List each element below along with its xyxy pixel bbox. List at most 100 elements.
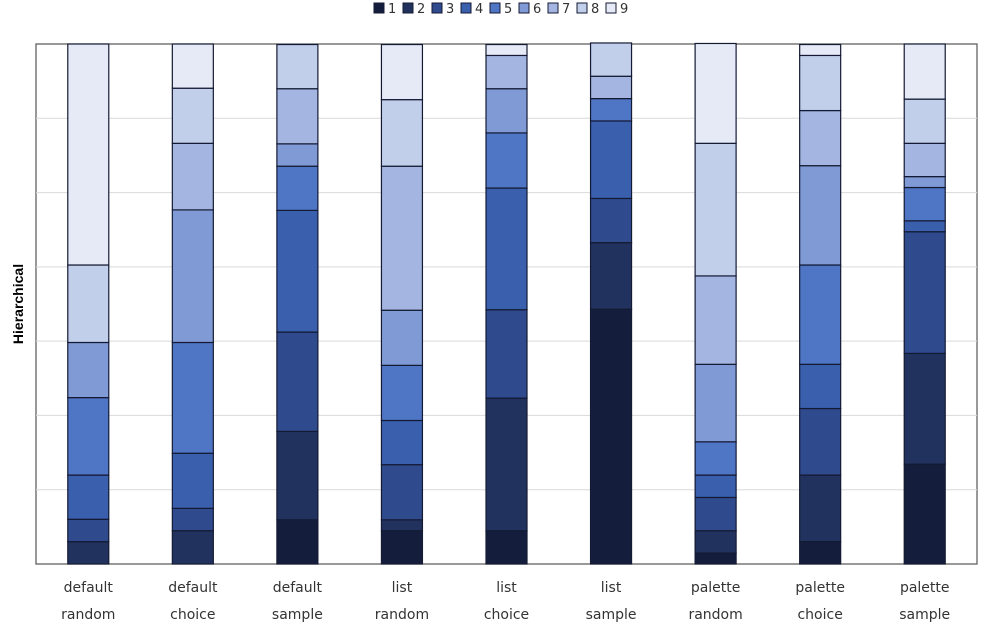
legend-swatch (373, 2, 385, 14)
bar-segment (276, 430, 319, 521)
bar-segment (380, 364, 424, 422)
bar-segment (485, 397, 528, 532)
bar-segment (380, 464, 424, 521)
x-tick-label: choice (484, 607, 529, 623)
bar-segment (903, 142, 946, 178)
x-tick-label: sample (899, 607, 950, 623)
x-tick-label: palette (900, 580, 950, 596)
x-tick-label: choice (797, 607, 842, 623)
bar-segment (380, 165, 424, 311)
legend-swatch (547, 2, 559, 14)
legend: 1 2 3 4 5 6 7 8 9 (373, 2, 628, 17)
bar-segment (694, 42, 737, 144)
bar-segment (171, 452, 214, 509)
bar-segment (67, 518, 110, 543)
bar-segment (485, 88, 528, 134)
legend-swatch (489, 2, 501, 14)
bar-segment (67, 397, 110, 476)
bar-segment (903, 352, 946, 465)
x-tick-label: palette (691, 580, 741, 596)
legend-label: 1 (388, 2, 396, 17)
bar-segment (903, 220, 946, 233)
bar-segment (380, 99, 424, 167)
bar-segment (694, 496, 737, 532)
bar-segment (589, 75, 633, 100)
bar-segment (67, 541, 110, 565)
bar-segment (276, 165, 319, 211)
legend-label: 4 (475, 2, 483, 17)
x-tick-label: random (688, 607, 742, 623)
bar-segment (799, 541, 842, 565)
bar-segment (694, 275, 737, 365)
bar-segment (171, 87, 214, 144)
bar-segment (276, 88, 319, 145)
bar-segment (799, 54, 842, 112)
bar-segment (171, 530, 214, 565)
legend-label: 3 (446, 2, 454, 17)
bar-segment (903, 186, 946, 222)
bar-segment (276, 209, 319, 333)
bar-segment (799, 363, 842, 410)
legend-swatch (518, 2, 530, 14)
x-tick-label: list (601, 580, 622, 596)
bar-segment (485, 187, 528, 311)
bar-segment (485, 309, 528, 399)
bar-segment (903, 98, 946, 144)
bar-segment (276, 143, 319, 167)
bar-segment (485, 43, 528, 57)
legend-label: 7 (562, 2, 570, 17)
bar-segment (380, 309, 424, 366)
bar-segment (171, 142, 214, 211)
legend-label: 6 (533, 2, 541, 17)
legend-label: 2 (417, 2, 425, 17)
bar-segment (694, 552, 737, 565)
legend-swatch (402, 2, 414, 14)
x-tick-label: sample (272, 607, 323, 623)
legend-label: 9 (620, 2, 628, 17)
legend-label: 8 (591, 2, 599, 17)
bar-segment (589, 120, 633, 200)
bar-segment (694, 474, 737, 499)
bar-segment (589, 197, 633, 244)
bar-segment (276, 331, 319, 432)
bar-segment (799, 407, 842, 476)
bar-segment (589, 242, 633, 310)
bar-segment (67, 341, 110, 399)
bar-segment (485, 54, 528, 90)
bar-segment (903, 43, 946, 100)
x-tick-label: default (168, 580, 218, 596)
bar-segment (903, 231, 946, 355)
y-axis-label: Hierarchical (10, 264, 26, 344)
bar-segment (67, 43, 110, 266)
bar-segment (694, 530, 737, 554)
bar-segment (589, 97, 633, 122)
legend-label: 5 (504, 2, 512, 17)
bar-segment (67, 264, 110, 344)
bar-segment (694, 363, 737, 443)
legend-swatch (460, 2, 472, 14)
bar-segment (171, 507, 214, 532)
bar-segment (694, 142, 737, 277)
bar-segment (903, 463, 946, 565)
legend-swatch (605, 2, 617, 14)
bar-segment (380, 419, 424, 466)
x-tick-label: list (496, 580, 517, 596)
bar-segment (799, 43, 842, 57)
bar-segment (589, 308, 633, 565)
bar-segment (589, 42, 633, 77)
bar-segment (67, 474, 110, 520)
bar-segment (171, 341, 214, 454)
x-tick-label: default (273, 580, 323, 596)
bar-segment (694, 441, 737, 476)
bar-segment (799, 474, 842, 543)
x-tick-label: palette (795, 580, 845, 596)
bar-segment (171, 209, 214, 344)
bar-segment (276, 43, 319, 90)
bar-segment (485, 530, 528, 565)
legend-swatch (431, 2, 443, 14)
bar-segment (380, 43, 424, 101)
x-tick-label: list (392, 580, 413, 596)
bar-segment (799, 109, 842, 167)
bar-segment (380, 519, 424, 532)
